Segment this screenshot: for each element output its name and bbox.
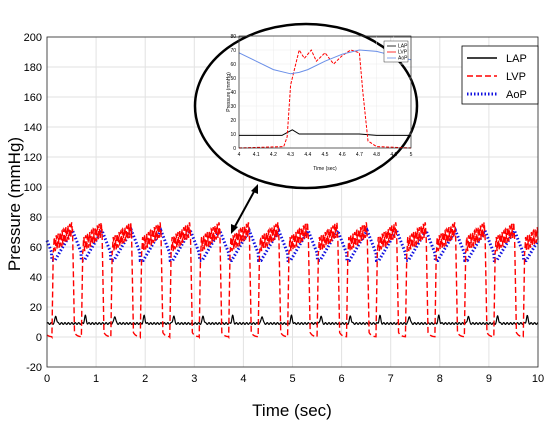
legend: LAP LVP AoP xyxy=(461,45,539,105)
x-tick-label: 8 xyxy=(437,373,443,385)
y-tick-label: 40 xyxy=(30,272,42,284)
inset-x-tick-labels: 4 4.1 4.2 4.3 4.4 4.5 4.6 4.7 4.8 4.9 5 xyxy=(238,152,413,158)
y-tick-label: 100 xyxy=(24,182,42,194)
y-tick-label: 140 xyxy=(24,122,42,134)
y-tick-label: -20 xyxy=(26,362,42,374)
legend-label-lap: LAP xyxy=(506,53,527,65)
x-tick-label: 9 xyxy=(486,373,492,385)
inset-y-tick: 40 xyxy=(230,90,236,96)
inset-x-tick: 4.7 xyxy=(356,152,363,158)
inset-x-tick: 5 xyxy=(410,152,413,158)
inset-y-tick: 30 xyxy=(230,104,236,110)
inset-frame xyxy=(238,35,412,149)
zoom-inset: 4 4.1 4.2 4.3 4.4 4.5 4.6 4.7 4.8 4.9 5 0 10 20 30 40 5… xyxy=(193,22,419,190)
inset-y-tick: 10 xyxy=(230,132,236,138)
x-tick-label: 4 xyxy=(240,373,246,385)
x-tick-label: 3 xyxy=(191,373,197,385)
inset-x-tick: 4.6 xyxy=(339,152,346,158)
inset-x-tick: 4.4 xyxy=(304,152,311,158)
x-tick-label: 2 xyxy=(142,373,148,385)
inset-y-tick: 60 xyxy=(230,62,236,68)
inset-arrow xyxy=(231,184,258,234)
inset-lines xyxy=(238,48,412,149)
y-axis-label: Pressure (mmHg) xyxy=(5,137,24,271)
inset-y-tick: 50 xyxy=(230,76,236,82)
inset-legend-label: LVP xyxy=(398,50,408,56)
y-tick-label: 20 xyxy=(30,302,42,314)
inset-series-lvp xyxy=(238,48,412,149)
y-tick-label: 60 xyxy=(30,242,42,254)
legend-label-aop: AoP xyxy=(506,89,527,101)
inset-legend-label: AoP xyxy=(398,56,408,62)
inset-y-tick: 80 xyxy=(230,34,236,40)
x-tick-label: 10 xyxy=(532,373,544,385)
inset-x-tick: 4.3 xyxy=(287,152,294,158)
y-tick-label: 0 xyxy=(36,332,42,344)
y-tick-label: 120 xyxy=(24,152,42,164)
arrow-shaft xyxy=(232,187,257,231)
arrow-head-upper xyxy=(251,184,258,194)
inset-series-lap xyxy=(239,129,411,136)
inset-x-axis-label: Time (sec) xyxy=(313,166,337,172)
main-plot-lines xyxy=(45,222,540,340)
x-tick-label: 7 xyxy=(388,373,394,385)
x-tick-label: 0 xyxy=(44,373,50,385)
y-tick-label: 180 xyxy=(24,62,42,74)
y-tick-label: 160 xyxy=(24,92,42,104)
inset-y-tick: 20 xyxy=(230,118,236,124)
y-tick-label: 80 xyxy=(30,212,42,224)
inset-x-tick: 4 xyxy=(238,152,241,158)
inset-y-tick: 0 xyxy=(233,146,236,152)
x-axis-label: Time (sec) xyxy=(252,401,332,420)
series-lvp-line xyxy=(46,222,539,340)
x-tick-label: 1 xyxy=(93,373,99,385)
inset-y-tick-labels: 0 10 20 30 40 50 60 70 80 xyxy=(230,34,236,152)
inset-series-aop xyxy=(238,49,412,75)
y-tick-label: 200 xyxy=(24,32,42,44)
inset-legend-label: LAP xyxy=(398,44,408,50)
inset-y-axis-label: Pressure (mmHg) xyxy=(226,72,232,112)
inset-x-tick: 4.9 xyxy=(390,152,397,158)
inset-x-tick: 4.2 xyxy=(270,152,277,158)
inset-x-tick: 4.5 xyxy=(322,152,329,158)
series-lap-line xyxy=(46,314,539,326)
legend-label-lvp: LVP xyxy=(506,71,526,83)
y-tick-labels: -20 0 20 40 60 80 100 120 140 160 180 200 xyxy=(24,32,42,374)
x-tick-labels: 0 1 2 3 4 5 6 7 8 9 10 xyxy=(44,373,544,385)
arrow-head-lower xyxy=(231,224,238,234)
inset-y-tick: 70 xyxy=(230,48,236,54)
inset-x-tick: 4.1 xyxy=(253,152,260,158)
inset-x-tick: 4.8 xyxy=(373,152,380,158)
x-tick-label: 5 xyxy=(289,373,295,385)
x-tick-label: 6 xyxy=(339,373,345,385)
